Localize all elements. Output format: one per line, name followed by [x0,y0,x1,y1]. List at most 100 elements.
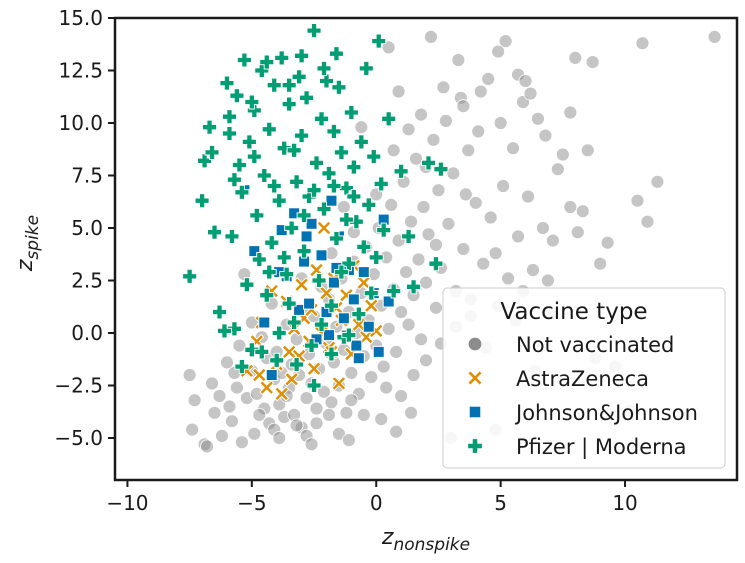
data-point [239,277,255,293]
data-point [439,114,453,128]
data-point [332,426,346,441]
data-point [338,212,354,228]
data-point [379,380,394,395]
data-point [316,220,332,236]
data-point [707,30,722,44]
data-point [555,147,570,162]
data-point [550,162,565,177]
data-point [386,283,402,299]
legend-item: Pfizer | Moderna [467,435,687,460]
scatter-marks [182,23,722,454]
data-point [327,276,340,289]
data-point [259,380,275,396]
data-point [331,375,347,391]
data-point [304,437,319,452]
data-point [406,279,422,295]
legend-marker [468,405,482,419]
data-point [368,249,384,265]
data-point [220,355,234,370]
data-point [363,298,379,314]
data-point [311,273,327,288]
data-point [446,166,461,181]
data-point [333,144,349,160]
data-point [328,46,344,62]
axis-ticks: −10 −5 0 5 10 −5.0 −2.5 0.0 2.5 5.0 7.5 10.0 12.5 15.… [54,6,637,515]
data-point [429,300,443,315]
data-point [325,194,338,207]
data-point [304,338,320,354]
data-point [331,79,347,95]
data-point [271,193,287,209]
data-point [207,224,222,240]
data-point [341,327,357,343]
data-point [221,126,237,141]
data-point [381,321,396,336]
data-point [234,359,250,375]
data-point [264,235,280,251]
legend-title: Vaccine type [500,299,647,325]
data-point [314,111,329,127]
data-point [328,231,344,246]
data-point [456,99,471,114]
data-point [428,256,444,272]
legend-box [442,287,726,469]
data-point [324,346,339,362]
data-point [381,111,397,127]
data-point [244,94,260,110]
legend-item: Johnson&Johnson [468,401,698,425]
y-tick-label: 12.5 [58,59,103,83]
data-point [274,50,290,66]
data-point [182,368,197,382]
data-point [341,433,356,448]
data-point [523,86,538,101]
data-point [411,252,426,267]
data-point [471,124,486,139]
data-point [373,176,389,192]
data-point [212,389,227,403]
data-point [468,195,483,210]
data-point [341,256,357,272]
data-point [284,220,300,236]
data-point [241,134,257,150]
data-point [473,84,488,99]
data-point [414,107,428,122]
data-point [353,134,369,150]
y-tick-label: −2.5 [54,374,103,398]
data-point [322,329,335,342]
legend-item: Not vaccinated [467,333,674,357]
plot-frame [113,16,739,482]
data-point [202,119,217,135]
data-point [249,207,265,223]
legend-label: Not vaccinated [516,333,674,357]
data-point [339,405,354,420]
data-point [289,418,304,433]
data-point [401,317,416,332]
data-point [296,207,312,223]
data-point [518,74,533,88]
data-point [630,193,645,208]
data-point [286,315,302,330]
data-point [421,227,436,242]
data-point [322,407,336,422]
data-point [593,256,608,271]
y-tick-label: 10.0 [58,111,103,135]
data-point [401,122,416,137]
data-point [376,222,392,238]
data-point [414,332,428,347]
data-point [319,73,334,89]
data-point [585,55,600,69]
data-point [406,368,421,382]
legend-label: AstraZeneca [516,367,649,391]
data-point [244,342,260,358]
data-point [281,96,297,112]
data-point [309,401,324,416]
data-point [326,178,342,194]
data-point [337,312,350,325]
data-point [526,263,540,277]
data-point [324,298,339,314]
x-tick-label: −10 [106,491,148,515]
data-point [384,197,399,212]
data-point [261,121,277,137]
data-point [234,435,249,450]
x-tick-label: 0 [370,491,383,515]
